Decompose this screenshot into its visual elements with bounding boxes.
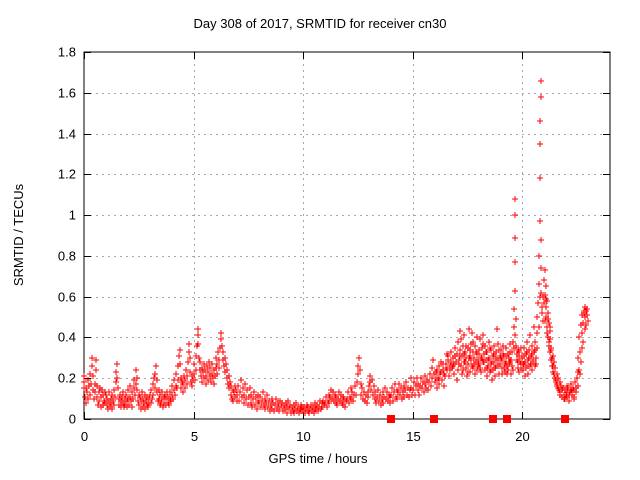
series-flagged-intervals-marker-2	[489, 415, 497, 423]
y-tick-label-1.6: 1.6	[58, 86, 76, 101]
y-tick-label-0.2: 0.2	[58, 371, 76, 386]
y-tick-label-0: 0	[69, 412, 76, 427]
x-tick-label-20: 20	[515, 429, 529, 444]
y-tick-label-0.8: 0.8	[58, 249, 76, 264]
series-flagged-intervals-marker-0	[387, 415, 395, 423]
series-flagged-intervals-marker-3	[503, 415, 511, 423]
plot-border	[83, 51, 611, 420]
y-axis-label: SRMTID / TECUs	[11, 183, 26, 286]
x-tick-label-10: 10	[296, 429, 310, 444]
y-tick-label-1.8: 1.8	[58, 45, 76, 60]
x-tick-label-15: 15	[406, 429, 420, 444]
y-tick-label-1.4: 1.4	[58, 127, 76, 142]
y-tick-label-0.4: 0.4	[58, 330, 76, 345]
series-flagged-intervals-marker-1	[430, 415, 438, 423]
x-tick-label-5: 5	[191, 429, 198, 444]
series-flagged-intervals-marker-4	[561, 415, 569, 423]
grid-lines	[84, 52, 610, 419]
y-tick-label-0.6: 0.6	[58, 290, 76, 305]
y-tick-label-1: 1	[69, 208, 76, 223]
chart-title: Day 308 of 2017, SRMTID for receiver cn3…	[194, 16, 447, 31]
x-tick-label-0: 0	[81, 429, 88, 444]
tick-labels: 0 5 10 15 20 0 0.2 0.4 0.6 0.8 1 1.2 1.4 1.6 1.8	[58, 45, 530, 445]
series-srmtid-points	[81, 78, 591, 416]
y-tick-label-1.2: 1.2	[58, 167, 76, 182]
x-axis-label: GPS time / hours	[269, 451, 368, 466]
scatter-points	[81, 78, 591, 423]
